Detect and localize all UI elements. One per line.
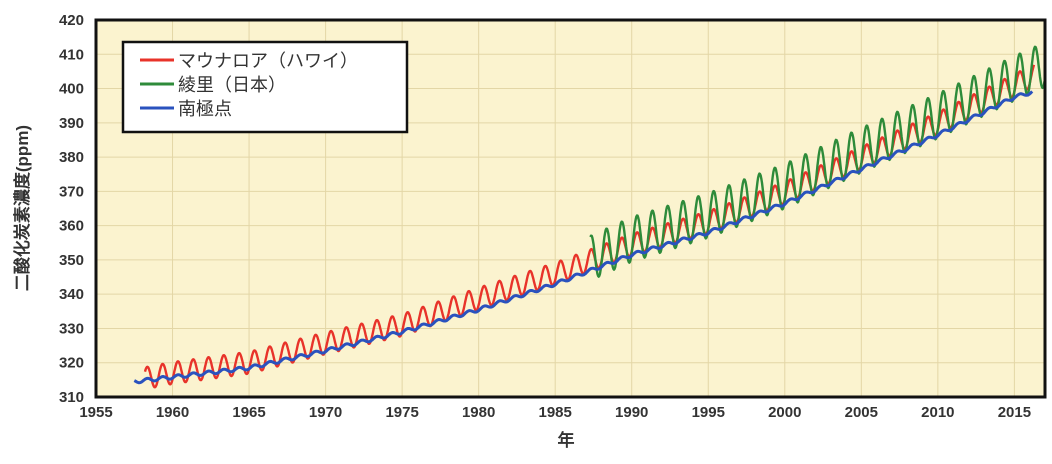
x-tick-label: 1965 <box>232 404 265 421</box>
x-tick-label: 1960 <box>156 404 189 421</box>
y-tick-label: 400 <box>59 81 84 98</box>
x-tick-label: 1985 <box>539 404 572 421</box>
plot-frame <box>94 18 1047 399</box>
x-tick-label: 1975 <box>385 404 418 421</box>
legend-label-2: 南極点 <box>178 99 232 120</box>
y-tick-label: 350 <box>59 252 84 269</box>
y-tick-label: 320 <box>59 355 84 372</box>
y-tick-label: 410 <box>59 46 84 63</box>
x-tick-label: 2010 <box>921 404 954 421</box>
legend-label-1: 綾里（日本） <box>178 75 286 96</box>
series-line-1 <box>589 45 1046 278</box>
y-tick-label: 370 <box>59 183 84 200</box>
y-tick-label: 340 <box>59 286 84 303</box>
x-axis-label: 年 <box>558 430 575 450</box>
y-tick-label: 420 <box>59 12 84 29</box>
x-tick-label: 2005 <box>845 404 878 421</box>
tick-labels: 1955 1960 1965 1970 1975 1980 1985 1990 1995 2000… <box>59 12 1031 421</box>
legend: マウナロア（ハワイ） 綾里（日本） 南極点 <box>121 40 409 134</box>
x-tick-label: 2000 <box>768 404 801 421</box>
legend-box <box>121 40 409 134</box>
y-tick-label: 330 <box>59 320 84 337</box>
x-tick-label: 1980 <box>462 404 495 421</box>
x-tick-label: 1970 <box>309 404 342 421</box>
y-tick-label: 380 <box>59 149 84 166</box>
x-tick-label: 1990 <box>615 404 648 421</box>
x-tick-label: 2015 <box>998 404 1031 421</box>
x-tick-label: 1995 <box>692 404 725 421</box>
series-line-2 <box>133 90 1034 385</box>
y-tick-label: 310 <box>59 389 84 406</box>
y-axis-label: 二酸化炭素濃度(ppm) <box>12 125 32 291</box>
y-tick-label: 390 <box>59 115 84 132</box>
series-layer <box>133 45 1046 389</box>
legend-label-0: マウナロア（ハワイ） <box>178 51 358 72</box>
y-tick-label: 360 <box>59 218 84 235</box>
x-tick-label: 1955 <box>79 404 112 421</box>
